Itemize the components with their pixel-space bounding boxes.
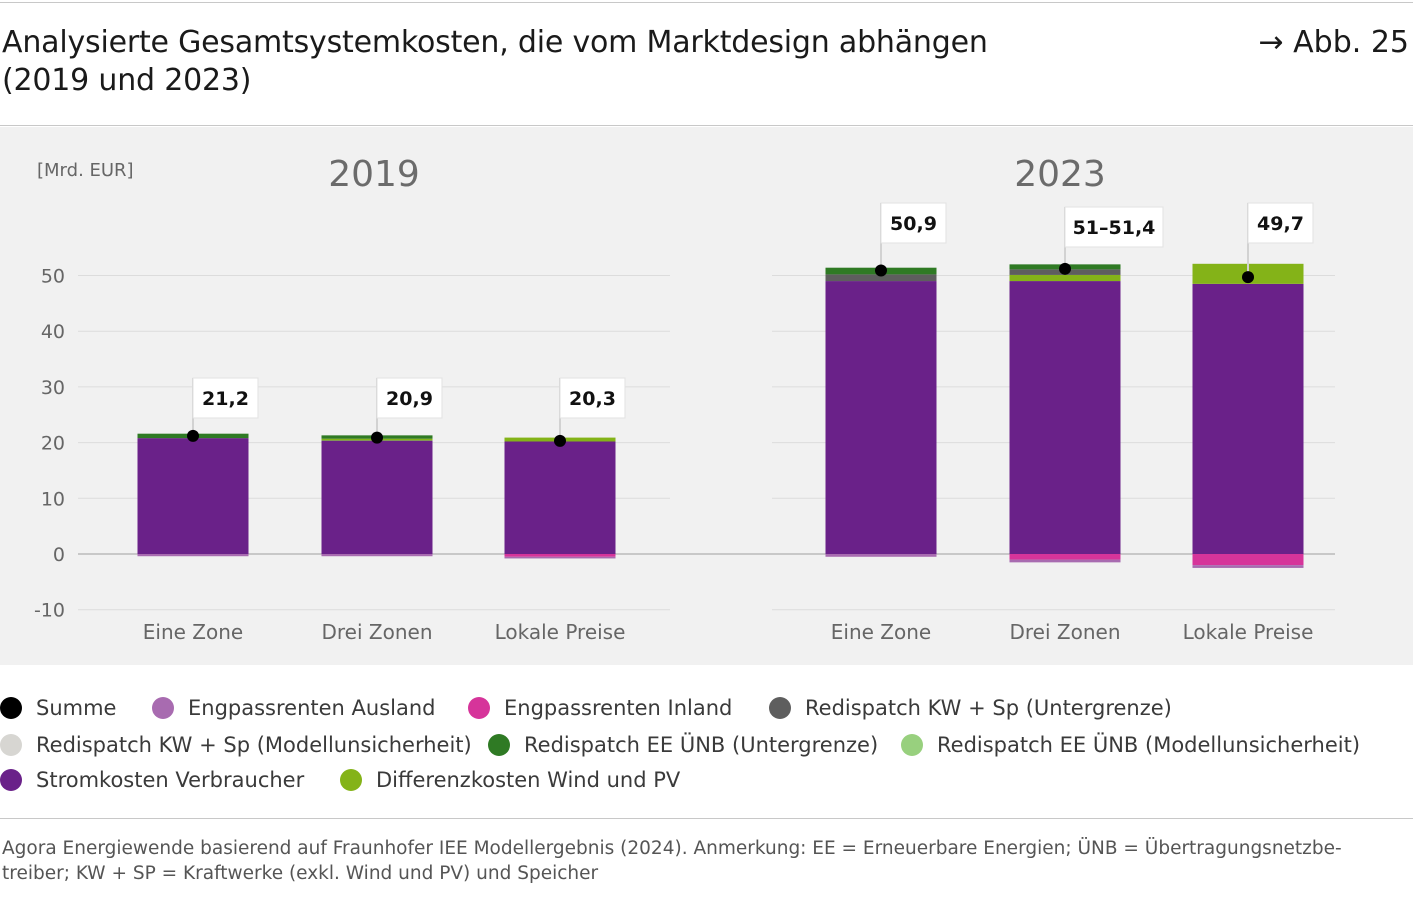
legend-item-redispatch-ee-modellunsicherheit: Redispatch EE ÜNB (Modellunsicherheit) (901, 733, 1360, 757)
legend: Summe Engpassrenten Ausland Engpassrente… (0, 688, 1413, 798)
bar-segment (1009, 274, 1121, 282)
bar-segment (1192, 283, 1304, 554)
y-tick-label: -10 (34, 600, 65, 622)
total-marker (1059, 262, 1071, 275)
bar-segment (137, 438, 249, 554)
x-tick-label: Eine Zone (831, 620, 931, 644)
panel-title: 2023 (1014, 154, 1106, 195)
y-tick-label: 20 (41, 433, 65, 455)
y-tick-label: 10 (41, 488, 65, 510)
chart-area: 50 40 30 20 10 0 -10 [Mrd. EUR] 2019 Eine Zone 21,… (0, 127, 1413, 665)
legend-swatch (769, 697, 791, 719)
legend-label: Redispatch KW + Sp (Untergrenze) (805, 696, 1172, 720)
legend-label: Redispatch EE ÜNB (Modellunsicherheit) (937, 733, 1361, 757)
bar-segment (1009, 559, 1121, 563)
total-label: 51–51,4 (1073, 217, 1156, 239)
legend-item-differenzkosten-wind-pv: Differenzkosten Wind und PV (340, 768, 680, 792)
title-line-2: (2019 und 2023) (2, 63, 252, 98)
bar-segment (825, 274, 937, 282)
panel-title: 2019 (328, 154, 420, 195)
x-tick-label: Eine Zone (143, 620, 243, 644)
bar-segment (1009, 281, 1121, 554)
legend-label: Differenzkosten Wind und PV (376, 768, 681, 792)
total-label: 50,9 (890, 213, 937, 235)
legend-swatch (468, 697, 490, 719)
legend-item-redispatch-ee-untergrenze: Redispatch EE ÜNB (Untergrenze) (488, 733, 878, 757)
legend-label: Engpassrenten Inland (504, 696, 733, 720)
legend-swatch (0, 697, 22, 719)
callout-box (880, 202, 947, 244)
y-unit-label: [Mrd. EUR] (37, 160, 134, 181)
legend-label: Summe (36, 696, 117, 720)
total-marker (187, 429, 199, 442)
legend-swatch (0, 734, 22, 756)
total-marker (1242, 271, 1254, 284)
legend-swatch (0, 769, 22, 791)
legend-swatch (152, 697, 174, 719)
title-rule (0, 125, 1413, 126)
bar-segment (321, 440, 433, 554)
total-marker (371, 431, 383, 444)
x-tick-label: Lokale Preise (495, 620, 626, 644)
legend-item-stromkosten-verbraucher: Stromkosten Verbraucher (0, 768, 304, 792)
total-marker (875, 264, 887, 277)
legend-item-redispatch-kw-modellunsicherheit: Redispatch KW + Sp (Modellunsicherheit) (0, 733, 472, 757)
total-label: 21,2 (202, 388, 249, 410)
bar-segment (825, 554, 937, 557)
x-tick-label: Lokale Preise (1183, 620, 1314, 644)
legend-label: Engpassrenten Ausland (188, 696, 436, 720)
total-label: 20,3 (569, 388, 616, 410)
chart-title: Analysierte Gesamtsystemkosten, die vom … (2, 24, 1152, 100)
source-rule (0, 818, 1413, 819)
callout-box (192, 377, 259, 419)
bar-segment (1192, 554, 1304, 566)
legend-item-engpassrenten-ausland: Engpassrenten Ausland (152, 696, 436, 720)
legend-item-summe: Summe (0, 696, 116, 720)
total-label: 49,7 (1257, 213, 1304, 235)
legend-label: Redispatch EE ÜNB (Untergrenze) (524, 733, 879, 757)
legend-item-engpassrenten-inland: Engpassrenten Inland (468, 696, 732, 720)
legend-swatch (340, 769, 362, 791)
bar-segment (504, 554, 616, 557)
legend-item-redispatch-kw-untergrenze: Redispatch KW + Sp (Untergrenze) (769, 696, 1172, 720)
legend-label: Stromkosten Verbraucher (36, 768, 305, 792)
figure-reference-link[interactable]: → Abb. 25 (1258, 25, 1409, 60)
y-tick-label: 40 (41, 321, 65, 343)
total-marker (554, 434, 566, 447)
x-tick-label: Drei Zonen (1010, 620, 1121, 644)
callout-box (1064, 206, 1164, 248)
bar-segment (504, 556, 616, 559)
bar-segment (137, 554, 249, 557)
y-tick-label: 50 (41, 266, 65, 288)
source-line-2: treiber; KW + SP = Kraftwerke (exkl. Win… (2, 863, 599, 884)
bar-segment (321, 554, 433, 557)
bar-segment (1192, 565, 1304, 568)
x-tick-label: Drei Zonen (322, 620, 433, 644)
y-tick-label: 30 (41, 377, 65, 399)
callout-box (559, 377, 626, 419)
title-line-1: Analysierte Gesamtsystemkosten, die vom … (2, 25, 988, 60)
top-rule (0, 2, 1413, 3)
legend-swatch (901, 734, 923, 756)
legend-label: Redispatch KW + Sp (Modellunsicherheit) (36, 733, 472, 757)
stacked-bar-chart: 50 40 30 20 10 0 -10 [Mrd. EUR] 2019 Eine Zone 21,… (34, 154, 1335, 644)
bar-segment (504, 441, 616, 554)
y-tick-label: 0 (53, 544, 65, 566)
legend-swatch (488, 734, 510, 756)
bar-segment (1009, 554, 1121, 560)
bar-segment (825, 281, 937, 554)
source-line-1: Agora Energiewende basierend auf Fraunho… (2, 838, 1342, 859)
source-note: Agora Energiewende basierend auf Fraunho… (2, 836, 1402, 886)
callout-box (376, 377, 443, 419)
total-label: 20,9 (386, 388, 433, 410)
callout-box (1247, 202, 1314, 244)
